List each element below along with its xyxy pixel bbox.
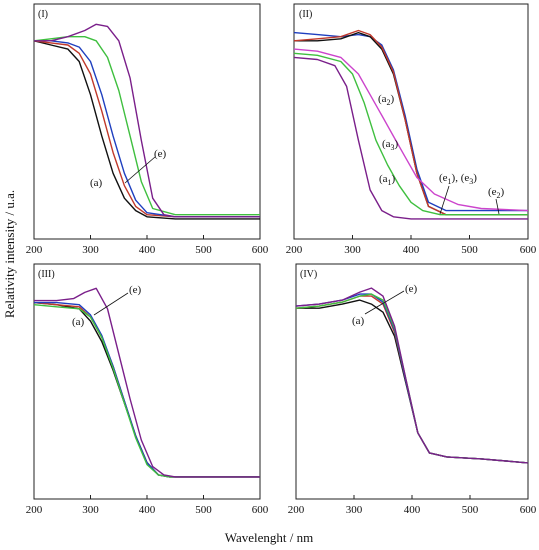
tick-layer: 200 300 400 500 600 (26, 495, 269, 516)
subscript: 1 (448, 177, 452, 186)
x-tick-label: 500 (195, 504, 212, 516)
panel-I: (I) 200 300 400 500 600 (e) (a) (26, 3, 269, 256)
series-layer (33, 23, 260, 220)
annotation-a3: (a3) (382, 138, 399, 152)
x-tick-label: 600 (520, 504, 537, 516)
series-line-4 (295, 287, 529, 464)
panel-label: (III) (38, 269, 55, 280)
x-tick-label: 600 (252, 504, 269, 516)
subscript: 2 (497, 191, 501, 200)
series-line-0 (33, 40, 260, 220)
annotation-a: (a) (72, 316, 85, 328)
closing-paren: ) (473, 172, 477, 184)
x-tick-label: 300 (346, 504, 363, 516)
x-tick-label: 500 (195, 244, 212, 256)
tick-layer: 200 300 400 500 600 (286, 235, 537, 256)
series-line-1 (295, 295, 529, 464)
x-tick-label: 400 (139, 504, 156, 516)
panel-III: (III) 200 300 400 500 600 (e) (a) (26, 263, 269, 516)
series-layer (293, 29, 529, 220)
x-tick-label: 200 (288, 504, 305, 516)
series-line-4 (34, 287, 260, 478)
series-line-2 (34, 301, 260, 478)
series-line-2 (293, 29, 528, 216)
series-line-2 (295, 293, 529, 464)
panel-label: (II) (299, 9, 312, 20)
subscript: 2 (387, 98, 391, 107)
panel-frame (33, 3, 261, 240)
closing-paren: ) (392, 173, 396, 185)
annotation-a: (a) (352, 315, 365, 327)
series-line-3 (33, 36, 260, 216)
series-line-3 (33, 304, 260, 478)
annotation-e1-e3: (e1), (e3) (439, 172, 477, 186)
x-tick-label: 300 (82, 244, 99, 256)
annotation-e: (e) (129, 284, 142, 296)
subscript: 3 (391, 143, 395, 152)
annotation-leader (124, 156, 156, 184)
x-tick-label: 200 (26, 504, 43, 516)
annotation-a2: (a2) (378, 93, 395, 107)
panel-IV: (IV) 200 300 400 500 600 (e) (a) (288, 263, 537, 516)
series-line-4 (34, 23, 260, 218)
y-axis-label: Relativity intensity / u.a. (2, 190, 17, 318)
x-tick-label: 600 (520, 244, 537, 256)
series-line-2 (34, 40, 260, 218)
x-tick-label: 200 (26, 244, 43, 256)
series-line-0 (296, 299, 529, 464)
annotation-leader (93, 292, 129, 316)
series-line-3 (295, 293, 529, 464)
annotation-a: (a) (90, 177, 103, 189)
x-tick-label: 500 (462, 504, 479, 516)
x-tick-label: 400 (404, 504, 421, 516)
panel-frame (295, 263, 529, 500)
panel-label: (IV) (300, 269, 317, 280)
series-layer (295, 287, 529, 464)
series-line-5 (293, 56, 528, 220)
panel-II: (II) 200 300 400 500 600 (a2) (a3) (a1) (e1)… (286, 3, 537, 256)
tick-layer: 200 300 400 500 600 (26, 235, 269, 256)
annotation-leader (495, 198, 500, 215)
tick-layer: 200 300 400 500 600 (288, 495, 537, 516)
series-line-1 (33, 40, 260, 218)
x-tick-label: 300 (344, 244, 361, 256)
annotation-a1: (a1) (379, 173, 396, 187)
x-tick-label: 300 (82, 504, 99, 516)
separator: ), (e (452, 172, 470, 184)
series-line-0 (293, 31, 528, 212)
series-line-3 (293, 48, 529, 212)
annotation-e: (e) (154, 148, 167, 160)
closing-paren: ) (501, 186, 505, 198)
annotation-leader (364, 290, 405, 315)
x-tick-label: 500 (461, 244, 478, 256)
subscript: 3 (469, 177, 473, 186)
x-tick-label: 400 (139, 244, 156, 256)
subscript: 1 (388, 178, 392, 187)
x-tick-label: 600 (252, 244, 269, 256)
annotation-leader (439, 185, 450, 215)
x-tick-label: 200 (286, 244, 303, 256)
series-line-0 (33, 301, 260, 478)
closing-paren: ) (391, 93, 395, 105)
x-axis-label: Wavelenght / nm (225, 530, 314, 545)
series-line-4 (293, 52, 528, 216)
closing-paren: ) (395, 138, 399, 150)
x-tick-label: 400 (403, 244, 420, 256)
series-line-1 (33, 301, 260, 478)
series-layer (33, 287, 260, 478)
annotation-e2: (e2) (488, 186, 505, 200)
panel-label: (I) (38, 9, 48, 20)
annotation-e: (e) (405, 283, 418, 295)
